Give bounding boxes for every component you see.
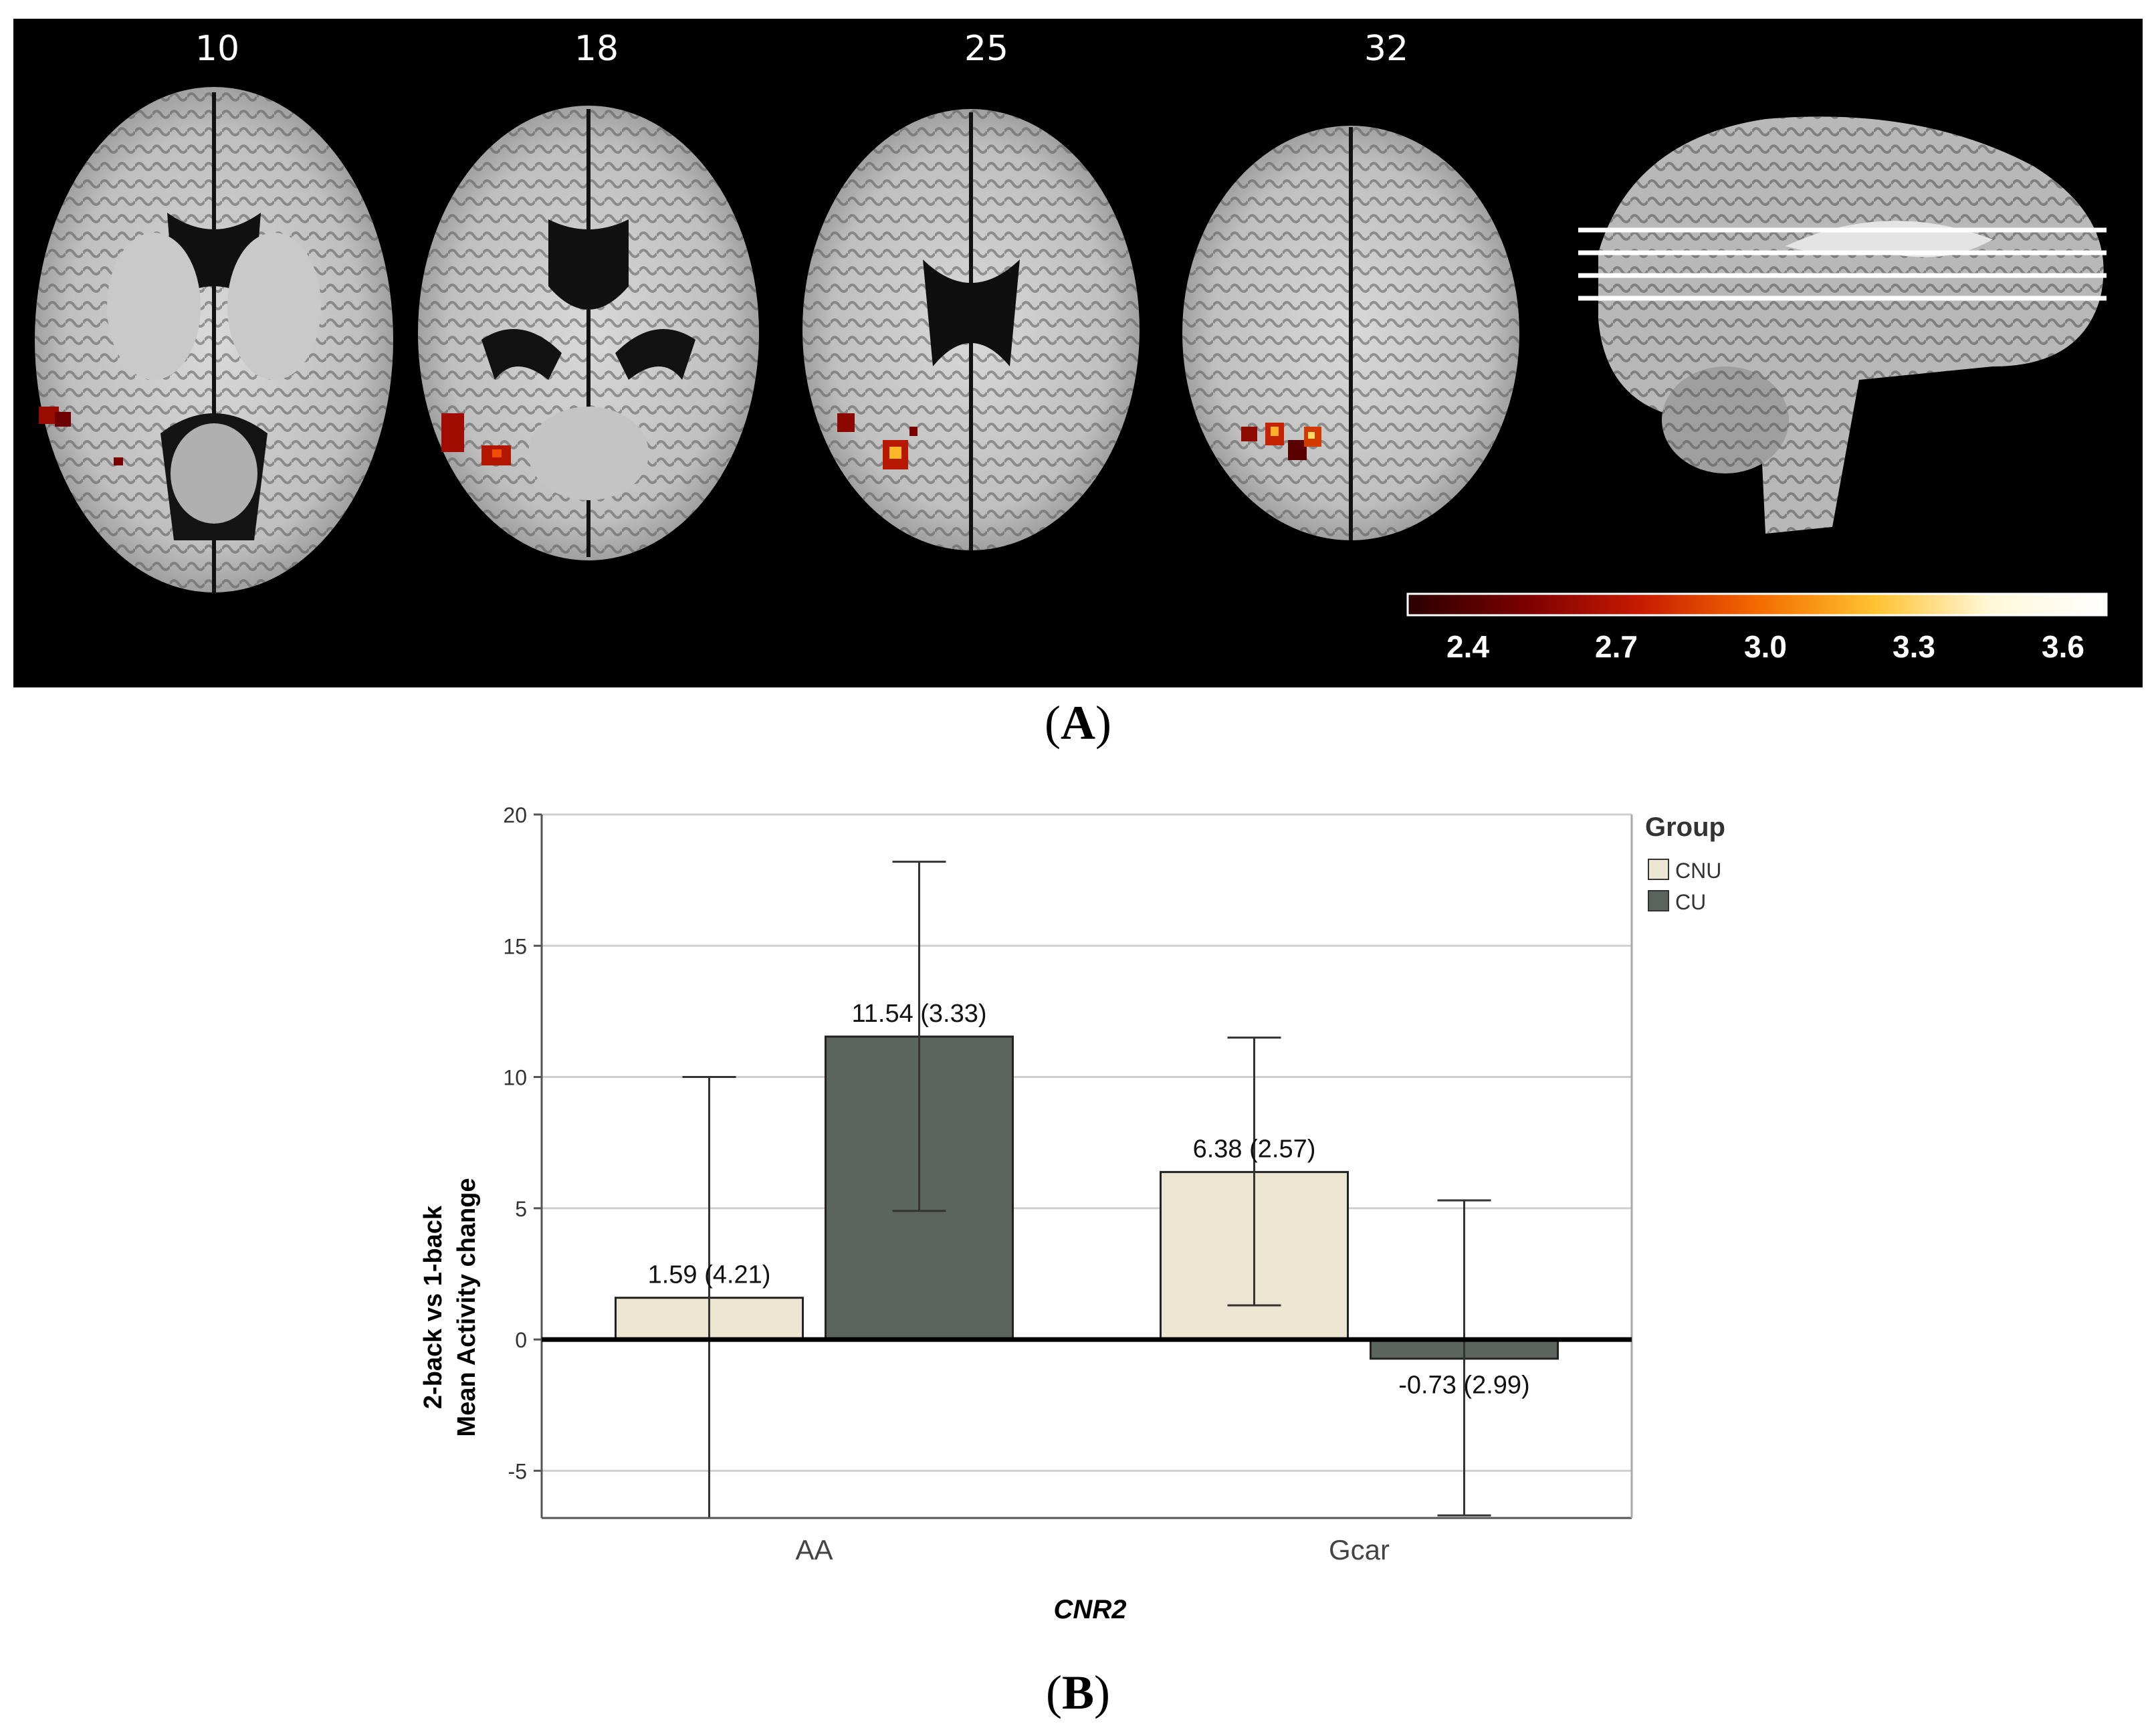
slice-number-25: 25 (964, 29, 1008, 69)
colorbar-tick: 3.0 (1744, 629, 1787, 664)
x-tick-label: AA (795, 1534, 833, 1565)
activation-cluster (441, 413, 511, 465)
slice-number-18: 18 (574, 29, 619, 69)
colorbar-tick: 3.6 (2042, 629, 2084, 664)
sagittal-slice (1578, 116, 2107, 534)
axis-layer: -5 0 5 10 15 20 AA Gcar (503, 803, 1633, 1565)
slice-number-10: 10 (195, 29, 239, 69)
colorbar-gradient (1406, 592, 2108, 617)
legend-swatch-cu (1648, 890, 1669, 911)
data-label: -0.73 (2.99) (1398, 1372, 1529, 1400)
x-tick-label: Gcar (1329, 1534, 1390, 1565)
x-axis-title: CNR2 (1054, 1595, 1127, 1624)
colorbar-tick: 2.4 (1446, 629, 1489, 664)
legend-label-cu: CU (1675, 890, 1706, 914)
legend-label-cnu: CNU (1675, 859, 1721, 883)
y-tick-label: 0 (515, 1328, 527, 1352)
axial-slice-32 (1182, 126, 1519, 540)
bar-layer: 1.59 (4.21) 11.54 (3.33) 6.38 (2.57) -0.73 … (615, 861, 1559, 1519)
data-label: 6.38 (2.57) (1193, 1135, 1316, 1164)
activation-cluster (39, 407, 123, 465)
panel-b-letter: B (1061, 1666, 1095, 1719)
panel-b-label: (B) (1046, 1666, 1110, 1719)
data-label: 1.59 (4.21) (648, 1261, 771, 1289)
y-tick-label: -5 (508, 1459, 527, 1483)
axial-slice-25 (802, 109, 1140, 550)
activation-cluster (1241, 423, 1321, 460)
panel-a-letter: A (1061, 696, 1095, 750)
slice-number-32: 32 (1364, 29, 1408, 69)
y-tick-label: 10 (503, 1066, 527, 1090)
axial-slice-10 (35, 87, 393, 594)
brain-slices-figure: 10 18 25 32 (35, 29, 2108, 664)
axial-slice-18 (418, 106, 759, 560)
data-label: 11.54 (3.33) (851, 1000, 986, 1028)
legend: Group CNU CU (1645, 812, 1725, 914)
y-axis-label-line2: Mean Activity change (453, 1178, 481, 1436)
legend-title: Group (1645, 812, 1725, 842)
y-tick-label: 20 (503, 803, 527, 827)
brain-slices-panel: 10 18 25 32 (13, 19, 2143, 687)
y-axis-label-line1: 2-back vs 1-back (419, 1205, 447, 1409)
panel-a-label: (A) (1045, 696, 1111, 750)
bar-chart: 1.59 (4.21) 11.54 (3.33) 6.38 (2.57) -0.73 … (419, 803, 1725, 1624)
colorbar-tick: 3.3 (1893, 629, 1935, 664)
colorbar: 2.4 2.7 3.0 3.3 3.6 (1406, 592, 2108, 664)
y-tick-label: 5 (515, 1197, 527, 1221)
colorbar-tick: 2.7 (1595, 629, 1638, 664)
y-tick-label: 15 (503, 934, 527, 958)
legend-swatch-cnu (1648, 859, 1669, 880)
activation-cluster (837, 413, 918, 469)
